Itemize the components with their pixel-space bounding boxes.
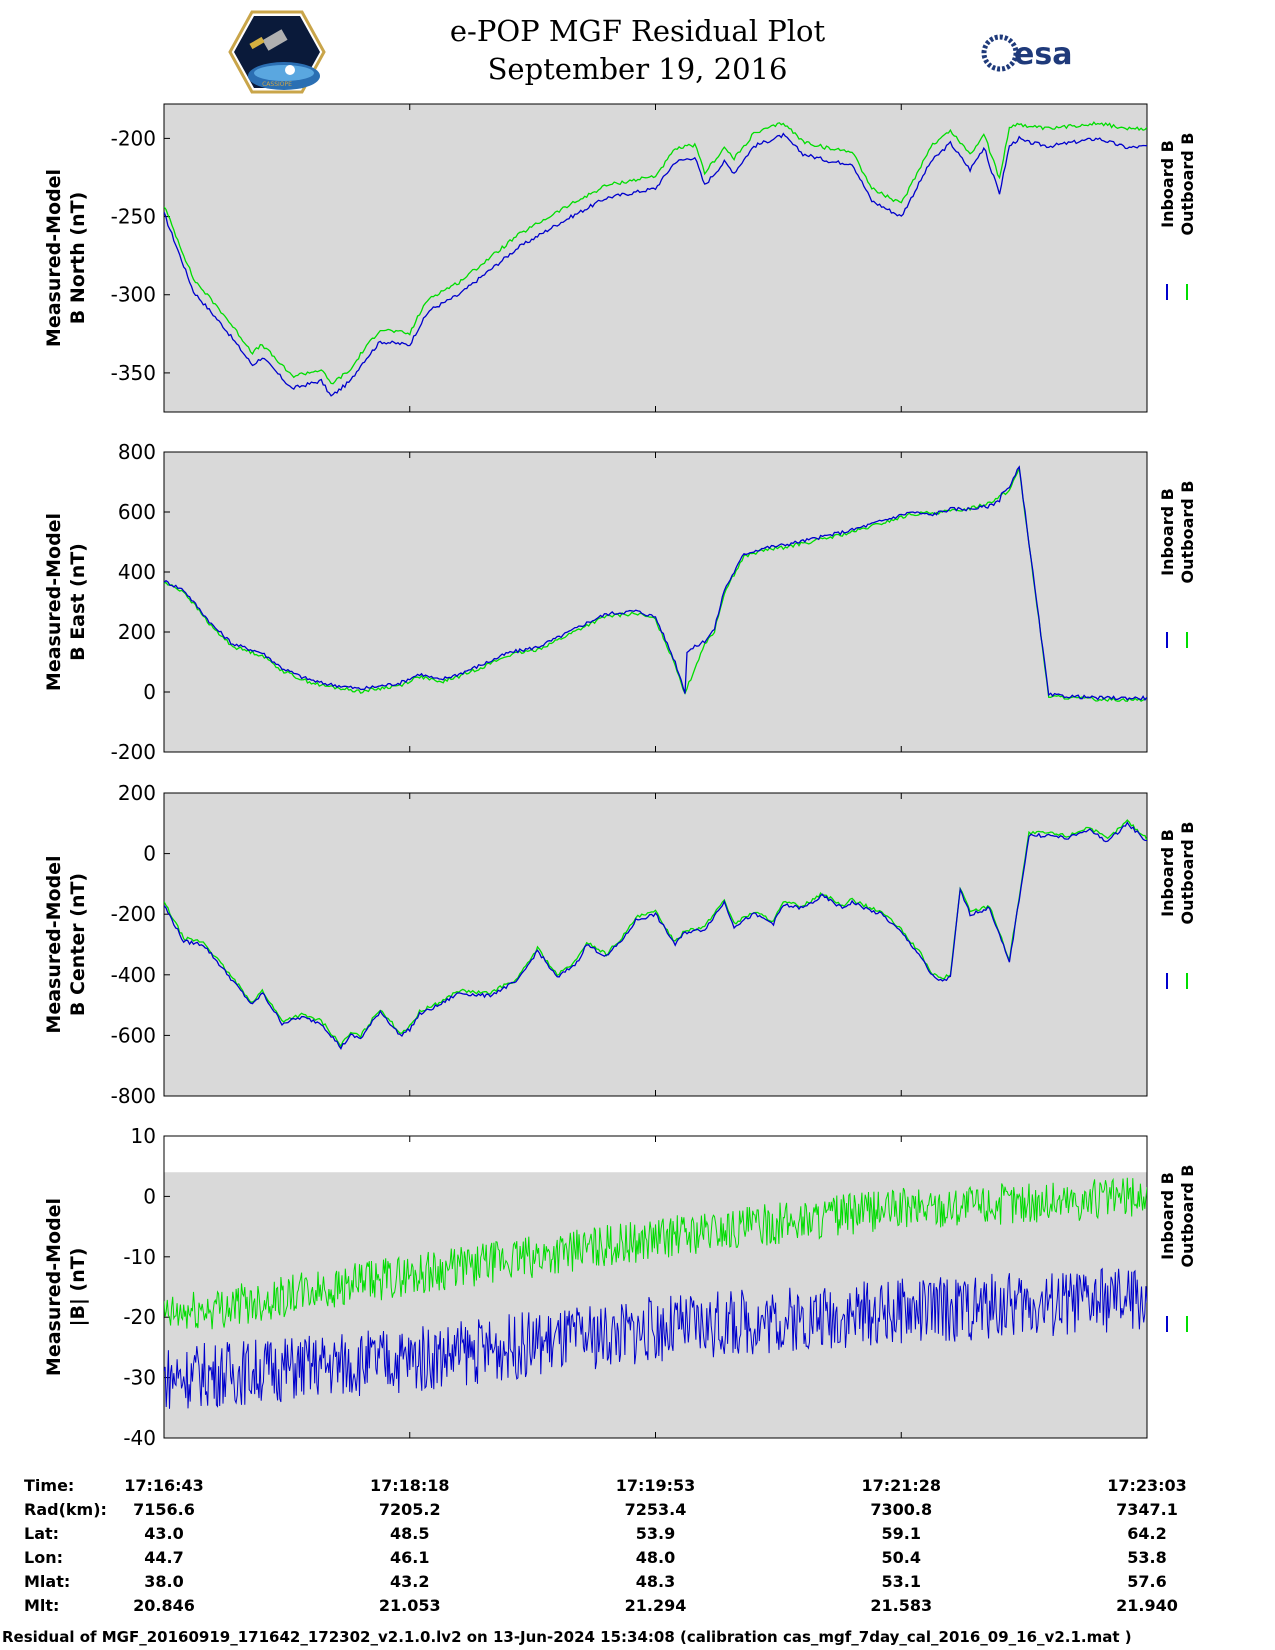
y-tick-label: -40 bbox=[123, 1426, 156, 1450]
info-cell-rad: 7205.2 bbox=[378, 1500, 441, 1519]
info-cell-mlat: 43.2 bbox=[390, 1572, 430, 1591]
left-logo-text: CASSIOPE bbox=[262, 81, 292, 88]
series-line-outboard bbox=[164, 121, 1147, 385]
info-cell-rad: 7156.6 bbox=[133, 1500, 195, 1519]
cassiope-mission-logo: CASSIOPE bbox=[228, 10, 326, 94]
info-cell-lat: 59.1 bbox=[881, 1524, 921, 1543]
info-cell-lon: 44.7 bbox=[144, 1548, 184, 1567]
y-tick-label: 0 bbox=[143, 680, 156, 704]
info-cell-mlt: 21.053 bbox=[378, 1596, 441, 1615]
legend-outboard-label: Outboard B bbox=[1178, 481, 1197, 584]
y-tick-label: -200 bbox=[111, 902, 156, 926]
y-tick-label: -200 bbox=[111, 126, 156, 150]
y-tick-label: 200 bbox=[118, 781, 156, 805]
legend-outboard-label: Outboard B bbox=[1178, 822, 1197, 925]
panel-4: 10 0 -10 -20 -30 -40 Measured-Model |B| (nT) Inb… bbox=[43, 1124, 1197, 1450]
info-cell-lat: 53.9 bbox=[635, 1524, 676, 1543]
y-axis-label-line1: Measured-Model bbox=[43, 169, 65, 347]
header: CASSIOPE e-POP MGF Residual Plot Septemb… bbox=[0, 0, 1275, 100]
plot-background bbox=[164, 793, 1147, 1096]
chart-title-line1: e-POP MGF Residual Plot bbox=[449, 14, 826, 48]
plot-background bbox=[164, 452, 1147, 752]
y-tick-label: 800 bbox=[118, 440, 156, 464]
y-tick-label: -10 bbox=[123, 1245, 156, 1269]
y-axis-label-line2: |B| (nT) bbox=[67, 1248, 89, 1327]
series-line-inboard bbox=[164, 465, 1147, 701]
chart-title-line2: September 19, 2016 bbox=[487, 52, 788, 86]
esa-logo: esa bbox=[981, 34, 1072, 72]
y-axis-label-line1: Measured-Model bbox=[43, 855, 65, 1033]
info-cell-lat: 48.5 bbox=[390, 1524, 430, 1543]
info-cell-mlt: 21.294 bbox=[624, 1596, 687, 1615]
series-line-inboard bbox=[164, 132, 1147, 397]
y-tick-label: -350 bbox=[111, 361, 156, 385]
info-cell-time: 17:23:03 bbox=[1107, 1476, 1187, 1495]
orbit-info-table: Time: 17:16:43 17:18:18 17:19:53 17:21:28 17:… bbox=[0, 1470, 1275, 1620]
y-tick-label: 0 bbox=[143, 1184, 156, 1208]
legend-inboard-label: Inboard B bbox=[1158, 140, 1177, 228]
info-cell-mlat: 38.0 bbox=[144, 1572, 184, 1591]
panel-1: -200 -250 -300 -350 Measured-Model B North (n… bbox=[43, 103, 1197, 413]
y-tick-label: -250 bbox=[111, 205, 156, 229]
info-cell-time: 17:18:18 bbox=[369, 1476, 450, 1495]
y-axis-label-line2: B East (nT) bbox=[67, 543, 89, 661]
info-cell-time: 17:21:28 bbox=[861, 1476, 942, 1495]
footer-caption: Residual of MGF_20160919_171642_172302_v… bbox=[2, 1628, 1132, 1646]
legend-inboard-label: Inboard B bbox=[1158, 1172, 1177, 1260]
info-row-label-lat: Lat: bbox=[24, 1524, 60, 1543]
series-line-outboard bbox=[164, 819, 1147, 1048]
y-tick-label: -30 bbox=[123, 1366, 156, 1390]
y-tick-label: 600 bbox=[118, 500, 156, 524]
info-cell-lon: 53.8 bbox=[1127, 1548, 1167, 1567]
y-axis-label-line2: B Center (nT) bbox=[67, 873, 89, 1016]
info-cell-lon: 46.1 bbox=[390, 1548, 430, 1567]
y-tick-label: -600 bbox=[111, 1023, 156, 1047]
y-tick-label: -400 bbox=[111, 963, 156, 987]
info-row-label-lon: Lon: bbox=[24, 1548, 63, 1567]
y-tick-label: 200 bbox=[118, 620, 156, 644]
y-tick-label: -300 bbox=[111, 283, 156, 307]
series-line-inboard bbox=[164, 1267, 1147, 1409]
series-line-inboard bbox=[164, 821, 1147, 1050]
info-row-label-rad: Rad(km): bbox=[24, 1500, 107, 1519]
info-cell-mlt: 20.846 bbox=[133, 1596, 195, 1615]
info-cell-rad: 7253.4 bbox=[624, 1500, 687, 1519]
info-row-label-mlat: Mlat: bbox=[24, 1572, 71, 1591]
info-cell-time: 17:16:43 bbox=[124, 1476, 204, 1495]
y-tick-label: -200 bbox=[111, 740, 156, 764]
y-axis-label-line1: Measured-Model bbox=[43, 1198, 65, 1376]
y-axis-label-line1: Measured-Model bbox=[43, 513, 65, 691]
info-cell-mlat: 48.3 bbox=[635, 1572, 676, 1591]
info-row-label-time: Time: bbox=[24, 1476, 75, 1495]
legend-outboard-label: Outboard B bbox=[1178, 1165, 1197, 1268]
info-cell-time: 17:19:53 bbox=[615, 1476, 696, 1495]
series-line-outboard bbox=[164, 1177, 1147, 1330]
panel-3: 200 0 -200 -400 -600 -800 Measured-Model B Cent… bbox=[43, 781, 1197, 1108]
legend-inboard-label: Inboard B bbox=[1158, 829, 1177, 917]
plot-background bbox=[164, 104, 1147, 412]
info-cell-lat: 43.0 bbox=[144, 1524, 184, 1543]
info-cell-lon: 48.0 bbox=[635, 1548, 676, 1567]
info-cell-lat: 64.2 bbox=[1127, 1524, 1167, 1543]
y-tick-label: -800 bbox=[111, 1084, 156, 1108]
panel-2: 800 600 400 200 0 -200 Measured-Model B East (n… bbox=[43, 440, 1197, 764]
y-tick-label: 400 bbox=[118, 560, 156, 584]
esa-logo-text: esa bbox=[1014, 37, 1072, 72]
y-tick-label: 10 bbox=[131, 1124, 156, 1148]
info-cell-mlat: 53.1 bbox=[881, 1572, 921, 1591]
y-axis-label-line2: B North (nT) bbox=[67, 192, 89, 325]
legend-inboard-label: Inboard B bbox=[1158, 488, 1177, 576]
info-cell-lon: 50.4 bbox=[881, 1548, 921, 1567]
info-cell-mlat: 57.6 bbox=[1127, 1572, 1167, 1591]
info-cell-rad: 7300.8 bbox=[870, 1500, 933, 1519]
info-cell-mlt: 21.583 bbox=[870, 1596, 933, 1615]
legend-outboard-label: Outboard B bbox=[1178, 133, 1197, 236]
info-cell-mlt: 21.940 bbox=[1116, 1596, 1178, 1615]
y-tick-label: 0 bbox=[143, 842, 156, 866]
info-row-label-mlt: Mlt: bbox=[24, 1596, 60, 1615]
info-cell-rad: 7347.1 bbox=[1116, 1500, 1178, 1519]
y-tick-label: -20 bbox=[123, 1305, 156, 1329]
